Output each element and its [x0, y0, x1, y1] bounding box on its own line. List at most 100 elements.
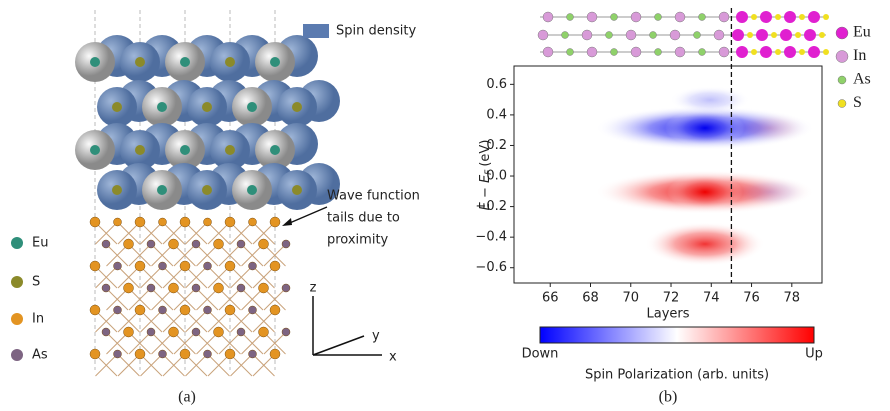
y-tick-label: 0.0 — [486, 169, 507, 184]
atom — [225, 145, 235, 155]
panel-a: Eu S In As — [11, 10, 340, 377]
atom — [101, 283, 111, 293]
atom — [224, 260, 236, 272]
atom — [795, 32, 801, 38]
atom — [775, 14, 781, 20]
atom — [146, 239, 156, 249]
atom — [179, 216, 191, 228]
atom — [771, 32, 777, 38]
atom — [270, 57, 280, 67]
atom — [101, 239, 111, 249]
atom — [203, 305, 212, 315]
atom — [561, 31, 569, 39]
legend-label: In — [853, 47, 866, 64]
atom — [134, 348, 146, 360]
bond — [230, 221, 253, 245]
atom — [134, 304, 146, 316]
atom — [542, 11, 554, 23]
annotation-line: proximity — [327, 233, 389, 248]
atom — [751, 49, 757, 55]
spin-legend-swatch — [303, 24, 329, 38]
atom — [123, 326, 134, 338]
atom — [89, 216, 101, 228]
atom — [89, 260, 101, 272]
y-label-sub: F — [484, 169, 494, 175]
annotation-line: tails due to — [327, 211, 400, 226]
atom — [112, 185, 122, 195]
atom — [586, 11, 598, 23]
atom — [751, 14, 757, 20]
bond — [185, 309, 208, 333]
bond — [95, 353, 118, 377]
atom — [248, 349, 257, 359]
atom — [89, 304, 101, 316]
atom — [698, 13, 706, 21]
x-tick-label: 66 — [542, 291, 559, 306]
bond — [218, 287, 242, 311]
atom — [630, 46, 642, 58]
atom — [713, 29, 725, 41]
atom — [203, 217, 212, 227]
caption: (a) — [178, 389, 196, 406]
y-tick-label: 0.4 — [486, 107, 507, 122]
y-tick-label: 0.2 — [486, 138, 507, 153]
atom — [179, 348, 191, 360]
atom — [203, 261, 212, 271]
atom — [281, 239, 291, 249]
atom — [760, 46, 772, 58]
atom — [610, 13, 618, 21]
bond — [128, 331, 152, 355]
atom — [158, 261, 167, 271]
atom — [158, 305, 167, 315]
atom — [146, 327, 156, 337]
atom — [654, 13, 662, 21]
atom — [179, 260, 191, 272]
atom — [756, 29, 768, 41]
atom — [180, 57, 190, 67]
legend-marker — [835, 26, 849, 40]
atom — [202, 185, 212, 195]
bond — [185, 221, 208, 245]
atom — [113, 349, 122, 359]
atom — [135, 57, 145, 67]
atom — [808, 46, 820, 58]
legend-marker — [11, 276, 23, 288]
atom — [819, 32, 825, 38]
atom — [224, 216, 236, 228]
atom — [134, 260, 146, 272]
x-tick-label: 70 — [622, 291, 639, 306]
atom — [213, 282, 224, 294]
atom — [586, 46, 598, 58]
atom — [269, 216, 281, 228]
x-label: Layers — [646, 307, 689, 322]
bond — [173, 331, 197, 355]
bond — [128, 243, 152, 267]
panel-b: Eu In As S — [537, 11, 871, 111]
bond — [230, 353, 253, 377]
legend-label: Eu — [853, 24, 871, 41]
atom — [269, 348, 281, 360]
atom — [225, 57, 235, 67]
axes-triad — [312, 296, 382, 356]
legend-label: S — [32, 275, 40, 290]
annotation-line: Wave function — [327, 189, 420, 204]
atom — [180, 145, 190, 155]
atom — [191, 327, 201, 337]
atom — [269, 304, 281, 316]
atom — [112, 102, 122, 112]
atom — [191, 239, 201, 249]
atom — [90, 145, 100, 155]
atom — [823, 14, 829, 20]
atom — [605, 31, 613, 39]
atom — [669, 29, 681, 41]
atom — [698, 48, 706, 56]
atom — [718, 46, 730, 58]
bond — [140, 309, 163, 333]
bond — [230, 309, 253, 333]
atom — [760, 11, 772, 23]
bond — [95, 265, 118, 289]
atom — [248, 261, 257, 271]
atom — [693, 31, 701, 39]
y-tick-label: 0.6 — [486, 77, 507, 92]
atom — [157, 102, 167, 112]
